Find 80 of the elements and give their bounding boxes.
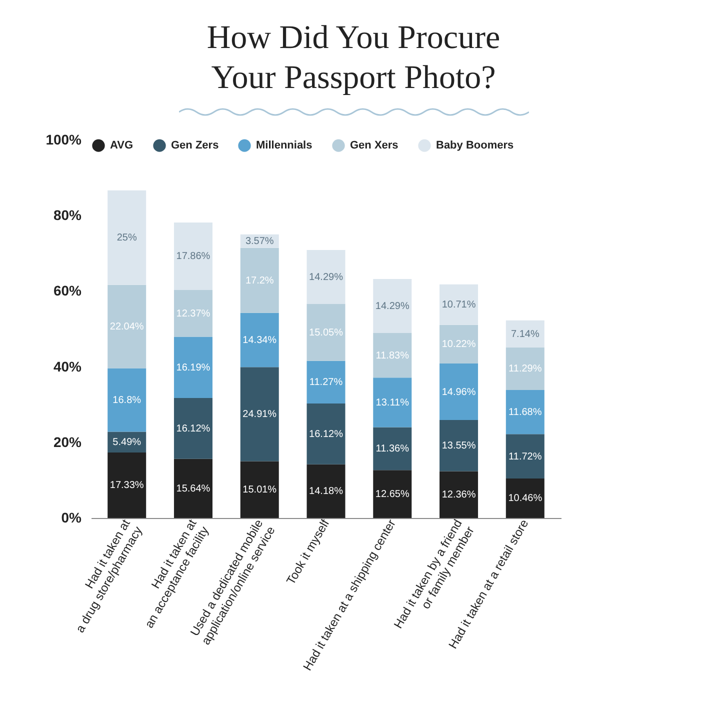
data-label: 11.36%	[376, 444, 410, 455]
bar	[306, 360, 346, 404]
bar	[306, 464, 346, 518]
data-label: 25%	[116, 232, 137, 244]
data-label: 11.83%	[376, 350, 410, 362]
data-label: 7.14%	[510, 328, 540, 340]
bar	[240, 312, 279, 368]
data-label: 11.72%	[508, 451, 542, 462]
y-tick-label: 60%	[53, 282, 82, 299]
data-label: 17.86%	[176, 251, 210, 262]
data-label: 13.55%	[442, 440, 476, 452]
y-tick-label: 100%	[46, 132, 82, 148]
bar	[373, 278, 412, 333]
data-label: 15.05%	[309, 327, 344, 338]
data-label: 15.01%	[242, 484, 277, 496]
bar	[174, 458, 212, 518]
data-label: 16.12%	[176, 423, 210, 434]
data-label: 16.19%	[176, 362, 210, 374]
data-label: 17.33%	[110, 480, 144, 492]
bar	[440, 324, 478, 364]
bar	[440, 420, 478, 472]
bar	[174, 336, 212, 398]
data-label: 14.18%	[309, 486, 344, 498]
bar	[373, 470, 412, 518]
bar	[174, 222, 212, 290]
data-label: 14.34%	[242, 335, 277, 346]
legend-label: Baby Boomers	[436, 140, 514, 152]
data-label: 3.57%	[245, 236, 274, 248]
legend-label: Millennials	[256, 140, 312, 152]
bar	[306, 304, 346, 361]
bar	[506, 320, 544, 348]
bar	[506, 347, 544, 390]
bar	[373, 378, 412, 428]
data-label: 12.36%	[442, 490, 476, 501]
bar	[306, 250, 346, 304]
bar	[440, 364, 478, 420]
data-label: 10.71%	[442, 300, 476, 311]
data-label: 10.46%	[508, 493, 542, 504]
legend-label: Gen Xers	[350, 140, 398, 152]
data-label: 11.68%	[508, 407, 542, 418]
bar	[506, 390, 544, 434]
bar	[506, 478, 544, 518]
data-label: 10.22%	[442, 339, 476, 350]
bar	[240, 367, 279, 462]
y-tick-label: 0%	[61, 510, 82, 526]
data-label: 14.96%	[442, 386, 476, 398]
bar	[108, 284, 146, 368]
bar	[440, 471, 478, 518]
bar	[108, 368, 146, 432]
bar	[306, 403, 346, 464]
bar	[240, 248, 279, 313]
bar	[240, 461, 279, 518]
bar	[174, 398, 212, 459]
data-label: 13.11%	[376, 397, 410, 408]
data-label: 5.49%	[112, 437, 142, 448]
bar	[174, 290, 212, 337]
bar	[506, 434, 544, 478]
data-label: 15.64%	[176, 483, 210, 494]
data-label: 16.12%	[309, 428, 344, 440]
data-label: 11.27%	[309, 377, 343, 388]
bar	[440, 284, 478, 325]
bar	[373, 332, 412, 378]
data-label: 11.29%	[508, 364, 542, 375]
data-label: 12.65%	[375, 489, 410, 500]
data-label: 14.29%	[375, 300, 410, 312]
bar	[108, 452, 146, 518]
legend-label: Gen Zers	[171, 140, 219, 152]
y-tick-label: 80%	[53, 207, 82, 224]
bar	[373, 427, 412, 470]
chart-title: How Did You Procure Your Passport Photo?	[206, 19, 502, 98]
data-label: 24.91%	[242, 409, 277, 420]
data-label: 14.29%	[309, 272, 344, 283]
data-label: 16.8%	[112, 394, 142, 406]
legend-label: AVG	[110, 140, 134, 152]
y-tick-label: 20%	[53, 434, 82, 450]
bar	[108, 190, 146, 285]
data-label: 17.2%	[245, 275, 274, 286]
data-label: 22.04%	[110, 322, 144, 333]
y-tick-label: 40%	[53, 358, 82, 374]
data-label: 12.37%	[176, 308, 210, 320]
